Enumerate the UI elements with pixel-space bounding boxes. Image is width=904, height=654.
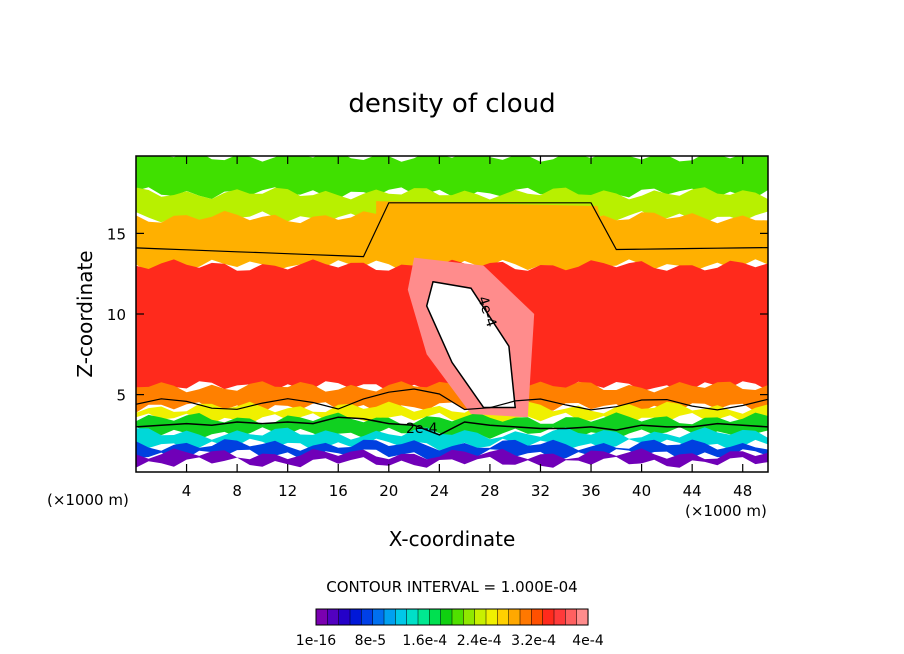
y-tick-label: 5 — [116, 387, 126, 405]
contour-label-2e-4: 2e-4 — [406, 421, 438, 437]
contour-line-mid — [136, 388, 768, 411]
x-axis-label: X-coordinate — [389, 527, 516, 551]
density-band-cyan — [136, 427, 768, 451]
colorbar-swatch — [463, 608, 476, 626]
contour-line-upper — [136, 202, 768, 258]
density-band-yellow — [136, 401, 768, 425]
colorbar-swatch — [383, 608, 396, 626]
colorbar-swatch — [429, 608, 442, 626]
x-tick-label: 20 — [379, 482, 398, 500]
x-tick-label: 28 — [480, 482, 499, 500]
colorbar-swatch — [338, 608, 351, 626]
colorbar-swatch — [576, 608, 589, 626]
colorbar-swatch — [542, 608, 555, 626]
y-axis-ticks: 5 10 15 — [107, 225, 768, 405]
density-bands — [136, 156, 768, 468]
colorbar-swatch — [372, 608, 385, 626]
x-tick-label: 8 — [232, 482, 242, 500]
colorbar-swatch — [474, 608, 487, 626]
density-band-purple — [136, 448, 768, 468]
contour-interval-text: CONTOUR INTERVAL = 1.000E-04 — [326, 578, 577, 596]
colorbar-swatch — [553, 608, 566, 626]
colorbar-swatch — [508, 608, 521, 626]
maximum-region — [425, 280, 517, 409]
plateau-region — [376, 201, 610, 258]
plot-area — [136, 156, 768, 472]
colorbar-swatch — [497, 608, 510, 626]
colorbar-swatch — [315, 608, 328, 626]
y-axis-label: Z-coordinate — [73, 250, 97, 377]
colorbar-swatch — [485, 608, 498, 626]
colorbar-swatch — [440, 608, 453, 626]
colorbar-swatch — [519, 608, 532, 626]
x-tick-label: 16 — [329, 482, 348, 500]
colorbar-frame — [315, 608, 589, 626]
colorbar-swatch — [327, 608, 340, 626]
colorbar-swatch — [451, 608, 464, 626]
colorbar-labels: 1e-16 8e-5 1.6e-4 2.4e-4 3.2e-4 4e-4 — [296, 633, 604, 649]
x-tick-label: 24 — [430, 482, 449, 500]
x-tick-label: 44 — [683, 482, 702, 500]
colorbar-label: 1e-16 — [296, 633, 336, 649]
x-tick-label: 48 — [733, 482, 752, 500]
colorbar-label: 1.6e-4 — [402, 633, 447, 649]
x-unit-right: (×1000 m) — [685, 502, 767, 520]
colorbar-swatch — [349, 608, 362, 626]
x-tick-label: 32 — [531, 482, 550, 500]
colorbar-label: 2.4e-4 — [457, 633, 502, 649]
colorbar-swatch — [531, 608, 544, 626]
x-tick-label: 4 — [182, 482, 192, 500]
density-band-upper — [136, 156, 768, 199]
x-tick-label: 36 — [581, 482, 600, 500]
x-unit-left: (×1000 m) — [47, 491, 129, 509]
x-tick-label: 40 — [632, 482, 651, 500]
x-axis-ticks: 4 8 12 16 20 24 28 32 36 40 44 48 — [182, 156, 752, 500]
colorbar-label: 4e-4 — [572, 633, 604, 649]
density-band-blue — [136, 439, 768, 460]
y-tick-label: 15 — [107, 225, 126, 243]
colorbar-swatch — [565, 608, 578, 626]
colorbar-label: 3.2e-4 — [511, 633, 556, 649]
y-tick-label: 10 — [107, 306, 126, 324]
chart-title: density of cloud — [348, 89, 555, 119]
colorbar-swatch — [395, 608, 408, 626]
colorbar-label: 8e-5 — [355, 633, 386, 649]
density-band-low-orange — [136, 381, 768, 413]
x-tick-label: 12 — [278, 482, 297, 500]
colorbar-swatch — [406, 608, 419, 626]
colorbar-swatch — [417, 608, 430, 626]
contour-line-2e-4 — [136, 416, 768, 436]
colorbar — [315, 608, 589, 626]
colorbar-swatch — [361, 608, 374, 626]
